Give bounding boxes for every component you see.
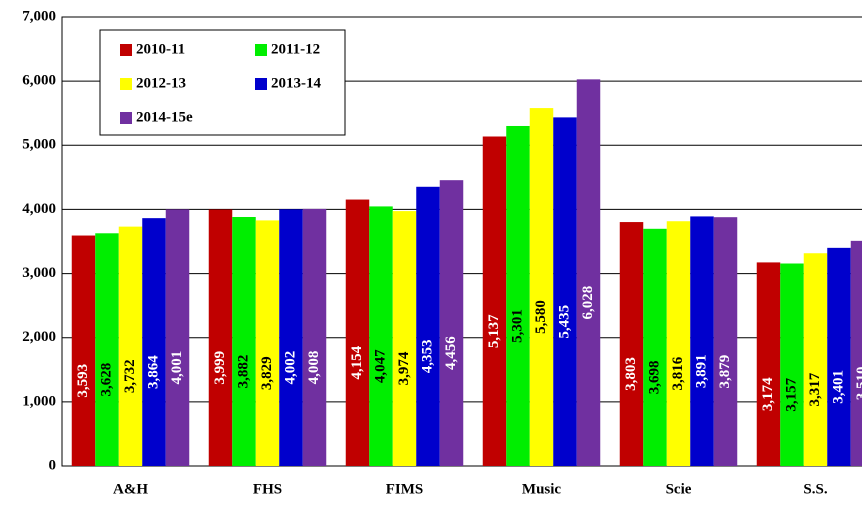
legend-box: [99, 29, 346, 136]
bar: [756, 262, 781, 466]
bar: [279, 209, 303, 466]
value-label: 3,999: [212, 351, 228, 385]
bar: [392, 211, 417, 466]
bar: [803, 253, 828, 466]
value-label: 3,732: [122, 359, 138, 393]
bar: [850, 240, 862, 466]
bar: [439, 180, 464, 466]
legend-swatch: [120, 44, 132, 56]
bar: [165, 209, 190, 466]
bar: [302, 208, 327, 466]
x-tick-label: FIMS: [386, 481, 424, 497]
legend-swatch: [255, 78, 267, 90]
x-tick-label: FHS: [253, 481, 282, 497]
bar: [482, 136, 507, 466]
bar: [666, 221, 691, 466]
plot-frame: [61, 16, 862, 467]
bar: [576, 79, 601, 466]
bar: [142, 218, 166, 466]
bar: [71, 235, 96, 466]
value-label: 3,816: [670, 356, 686, 390]
y-tick-label: 2,000: [22, 329, 56, 345]
value-label: 4,154: [349, 345, 365, 379]
value-label: 5,435: [556, 305, 572, 339]
bar: [95, 233, 119, 466]
value-label: 3,829: [259, 356, 275, 390]
legend-label: 2014-15e: [136, 109, 193, 125]
legend-label: 2013-14: [271, 75, 321, 91]
bar: [619, 222, 644, 466]
y-tick-label: 6,000: [22, 73, 56, 89]
value-label: 3,891: [693, 354, 709, 388]
value-label: 3,628: [98, 363, 114, 397]
x-tick-label: Scie: [666, 481, 692, 497]
x-tick-label: A&H: [113, 481, 148, 497]
value-label: 3,974: [396, 351, 412, 385]
bar: [208, 209, 233, 466]
value-label: 3,864: [145, 355, 161, 389]
value-label: 4,002: [282, 351, 298, 385]
y-tick-label: 0: [49, 457, 57, 473]
value-label: 3,174: [760, 377, 776, 411]
x-tick-label: Music: [522, 481, 562, 497]
y-tick-label: 5,000: [22, 137, 56, 153]
value-label: 5,580: [533, 300, 549, 334]
legend-swatch: [255, 44, 267, 56]
bar: [506, 125, 530, 467]
value-label: 4,353: [419, 340, 435, 374]
bar: [118, 226, 143, 466]
bar: [643, 228, 667, 466]
value-label: 4,001: [169, 351, 185, 385]
value-label: 5,301: [509, 309, 525, 343]
bar: [690, 216, 714, 466]
legend-swatch: [120, 112, 132, 124]
bar: [232, 216, 256, 466]
y-tick-label: 4,000: [22, 201, 56, 217]
value-label: 4,047: [372, 349, 388, 383]
bar: [713, 217, 738, 466]
value-label: 4,456: [443, 336, 459, 370]
x-tick-label: S.S.: [803, 481, 827, 497]
bar: [780, 263, 804, 466]
value-label: 3,882: [235, 355, 251, 389]
value-label: 6,028: [580, 286, 596, 320]
y-tick-label: 7,000: [22, 8, 56, 24]
bar: [369, 206, 393, 466]
value-label: 5,137: [486, 314, 502, 348]
legend-label: 2010-11: [136, 41, 185, 57]
value-label: 3,879: [717, 355, 733, 389]
legend-label: 2011-12: [271, 41, 320, 57]
value-label: 3,317: [807, 372, 823, 406]
value-label: 4,008: [306, 351, 322, 385]
y-tick-label: 1,000: [22, 393, 56, 409]
value-label: 3,510: [854, 367, 862, 401]
legend-swatch: [120, 78, 132, 90]
value-label: 3,157: [783, 377, 799, 411]
bar: [255, 220, 280, 466]
value-label: 3,401: [830, 370, 846, 404]
legend-label: 2012-13: [136, 75, 186, 91]
bar: [529, 108, 554, 466]
bar: [416, 186, 440, 467]
value-label: 3,698: [646, 361, 662, 395]
bar: [827, 247, 851, 466]
value-label: 3,803: [623, 357, 639, 391]
value-label: 3,593: [75, 364, 91, 398]
bar: [553, 117, 577, 466]
y-tick-label: 3,000: [22, 265, 56, 281]
bar: [345, 199, 370, 466]
